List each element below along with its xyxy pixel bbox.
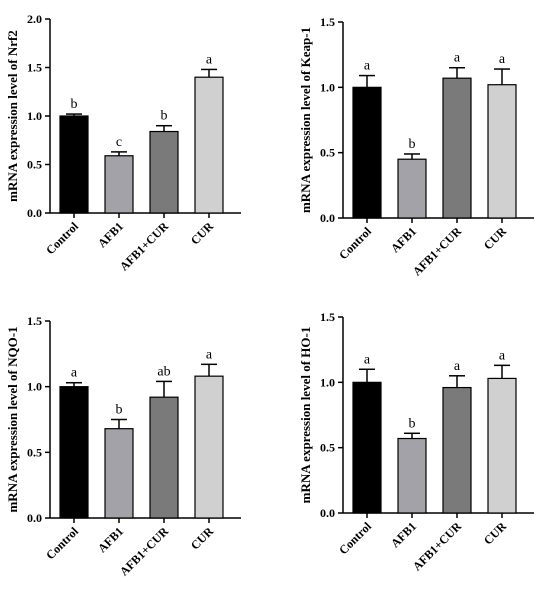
significance-letter: b: [161, 109, 168, 124]
bar-control: [352, 381, 382, 514]
significance-letter: a: [206, 347, 213, 362]
bar-cur: [487, 84, 517, 219]
category-label: AFB1+CUR: [117, 219, 172, 274]
y-tick-label: 0.0: [27, 511, 42, 525]
significance-letter: a: [454, 51, 461, 66]
bar-control: [59, 115, 89, 214]
y-tick-label: 1.0: [27, 109, 42, 123]
y-tick-label: 0.0: [320, 506, 335, 520]
bar-control: [352, 86, 382, 219]
bar-afb1-cur: [149, 130, 179, 214]
category-label: Control: [43, 219, 81, 257]
significance-letter: a: [499, 348, 506, 363]
bar-cur: [194, 76, 224, 214]
category-label: AFB1+CUR: [410, 519, 465, 574]
bar-afb1: [104, 155, 134, 214]
y-tick-label: 2.0: [27, 12, 42, 26]
bar-afb1: [104, 428, 134, 519]
bar-afb1: [397, 437, 427, 514]
significance-letter: a: [454, 359, 461, 374]
bar-afb1: [397, 158, 427, 219]
bar-control: [59, 386, 89, 519]
y-tick-label: 0.5: [320, 146, 335, 160]
category-label: Control: [336, 224, 374, 262]
significance-letter: ab: [157, 364, 170, 379]
y-tick-label: 0.0: [320, 211, 335, 225]
significance-letter: a: [206, 52, 213, 67]
chart-nqo1: 0.0 0.5 1.0 1.5 mRNA expression level of NQO…: [5, 314, 241, 579]
category-label: CUR: [481, 519, 510, 548]
bar-afb1-cur: [442, 77, 472, 219]
y-tick-label: 1.0: [320, 80, 335, 94]
y-tick-label: 1.0: [320, 375, 335, 389]
chart-keap1: 0.0 0.5 1.0 1.5 mRNA expression level of Kea…: [298, 15, 534, 279]
category-label: Control: [336, 519, 374, 557]
y-tick-label: 1.5: [320, 310, 335, 324]
category-label: AFB1: [388, 519, 419, 550]
category-label: AFB1: [388, 224, 419, 255]
y-tick-label: 0.5: [320, 441, 335, 455]
significance-letter: a: [364, 59, 371, 74]
significance-letter: b: [71, 97, 78, 112]
significance-letter: b: [116, 403, 123, 418]
bar-afb1-cur: [149, 396, 179, 519]
significance-letter: a: [364, 352, 371, 367]
category-label: AFB1: [95, 524, 126, 555]
y-tick-label: 1.5: [27, 314, 42, 328]
significance-letter: b: [409, 137, 416, 152]
y-tick-label: 1.5: [320, 15, 335, 29]
y-tick-label: 0.5: [27, 158, 42, 172]
category-label: AFB1+CUR: [117, 524, 172, 579]
significance-letter: a: [71, 366, 78, 381]
y-axis-label: mRNA expression level of HO-1: [298, 327, 313, 504]
category-label: AFB1+CUR: [410, 224, 465, 279]
significance-letter: a: [499, 52, 506, 67]
bar-cur: [194, 375, 224, 519]
y-axis-label: mRNA expression level of Keap-1: [298, 27, 313, 213]
y-tick-label: 1.5: [27, 61, 42, 75]
chart-ho1: 0.0 0.5 1.0 1.5 mRNA expression level of HO-…: [298, 310, 534, 574]
bar-afb1-cur: [442, 386, 472, 514]
y-tick-label: 1.0: [27, 380, 42, 394]
y-tick-label: 0.5: [27, 445, 42, 459]
category-label: CUR: [188, 219, 217, 248]
y-tick-label: 0.0: [27, 206, 42, 220]
chart-nrf2: 0.0 0.5 1.0 1.5 2.0 mRNA expression level of …: [5, 12, 241, 274]
category-label: AFB1: [95, 219, 126, 250]
category-label: CUR: [481, 224, 510, 253]
y-axis-label: mRNA expression level of NQO-1: [5, 326, 20, 512]
bar-cur: [487, 377, 517, 514]
category-label: Control: [43, 524, 81, 562]
y-axis-label: mRNA expression level of Nrf2: [5, 30, 20, 202]
significance-letter: c: [116, 135, 122, 150]
category-label: CUR: [188, 524, 217, 553]
significance-letter: b: [409, 416, 416, 431]
